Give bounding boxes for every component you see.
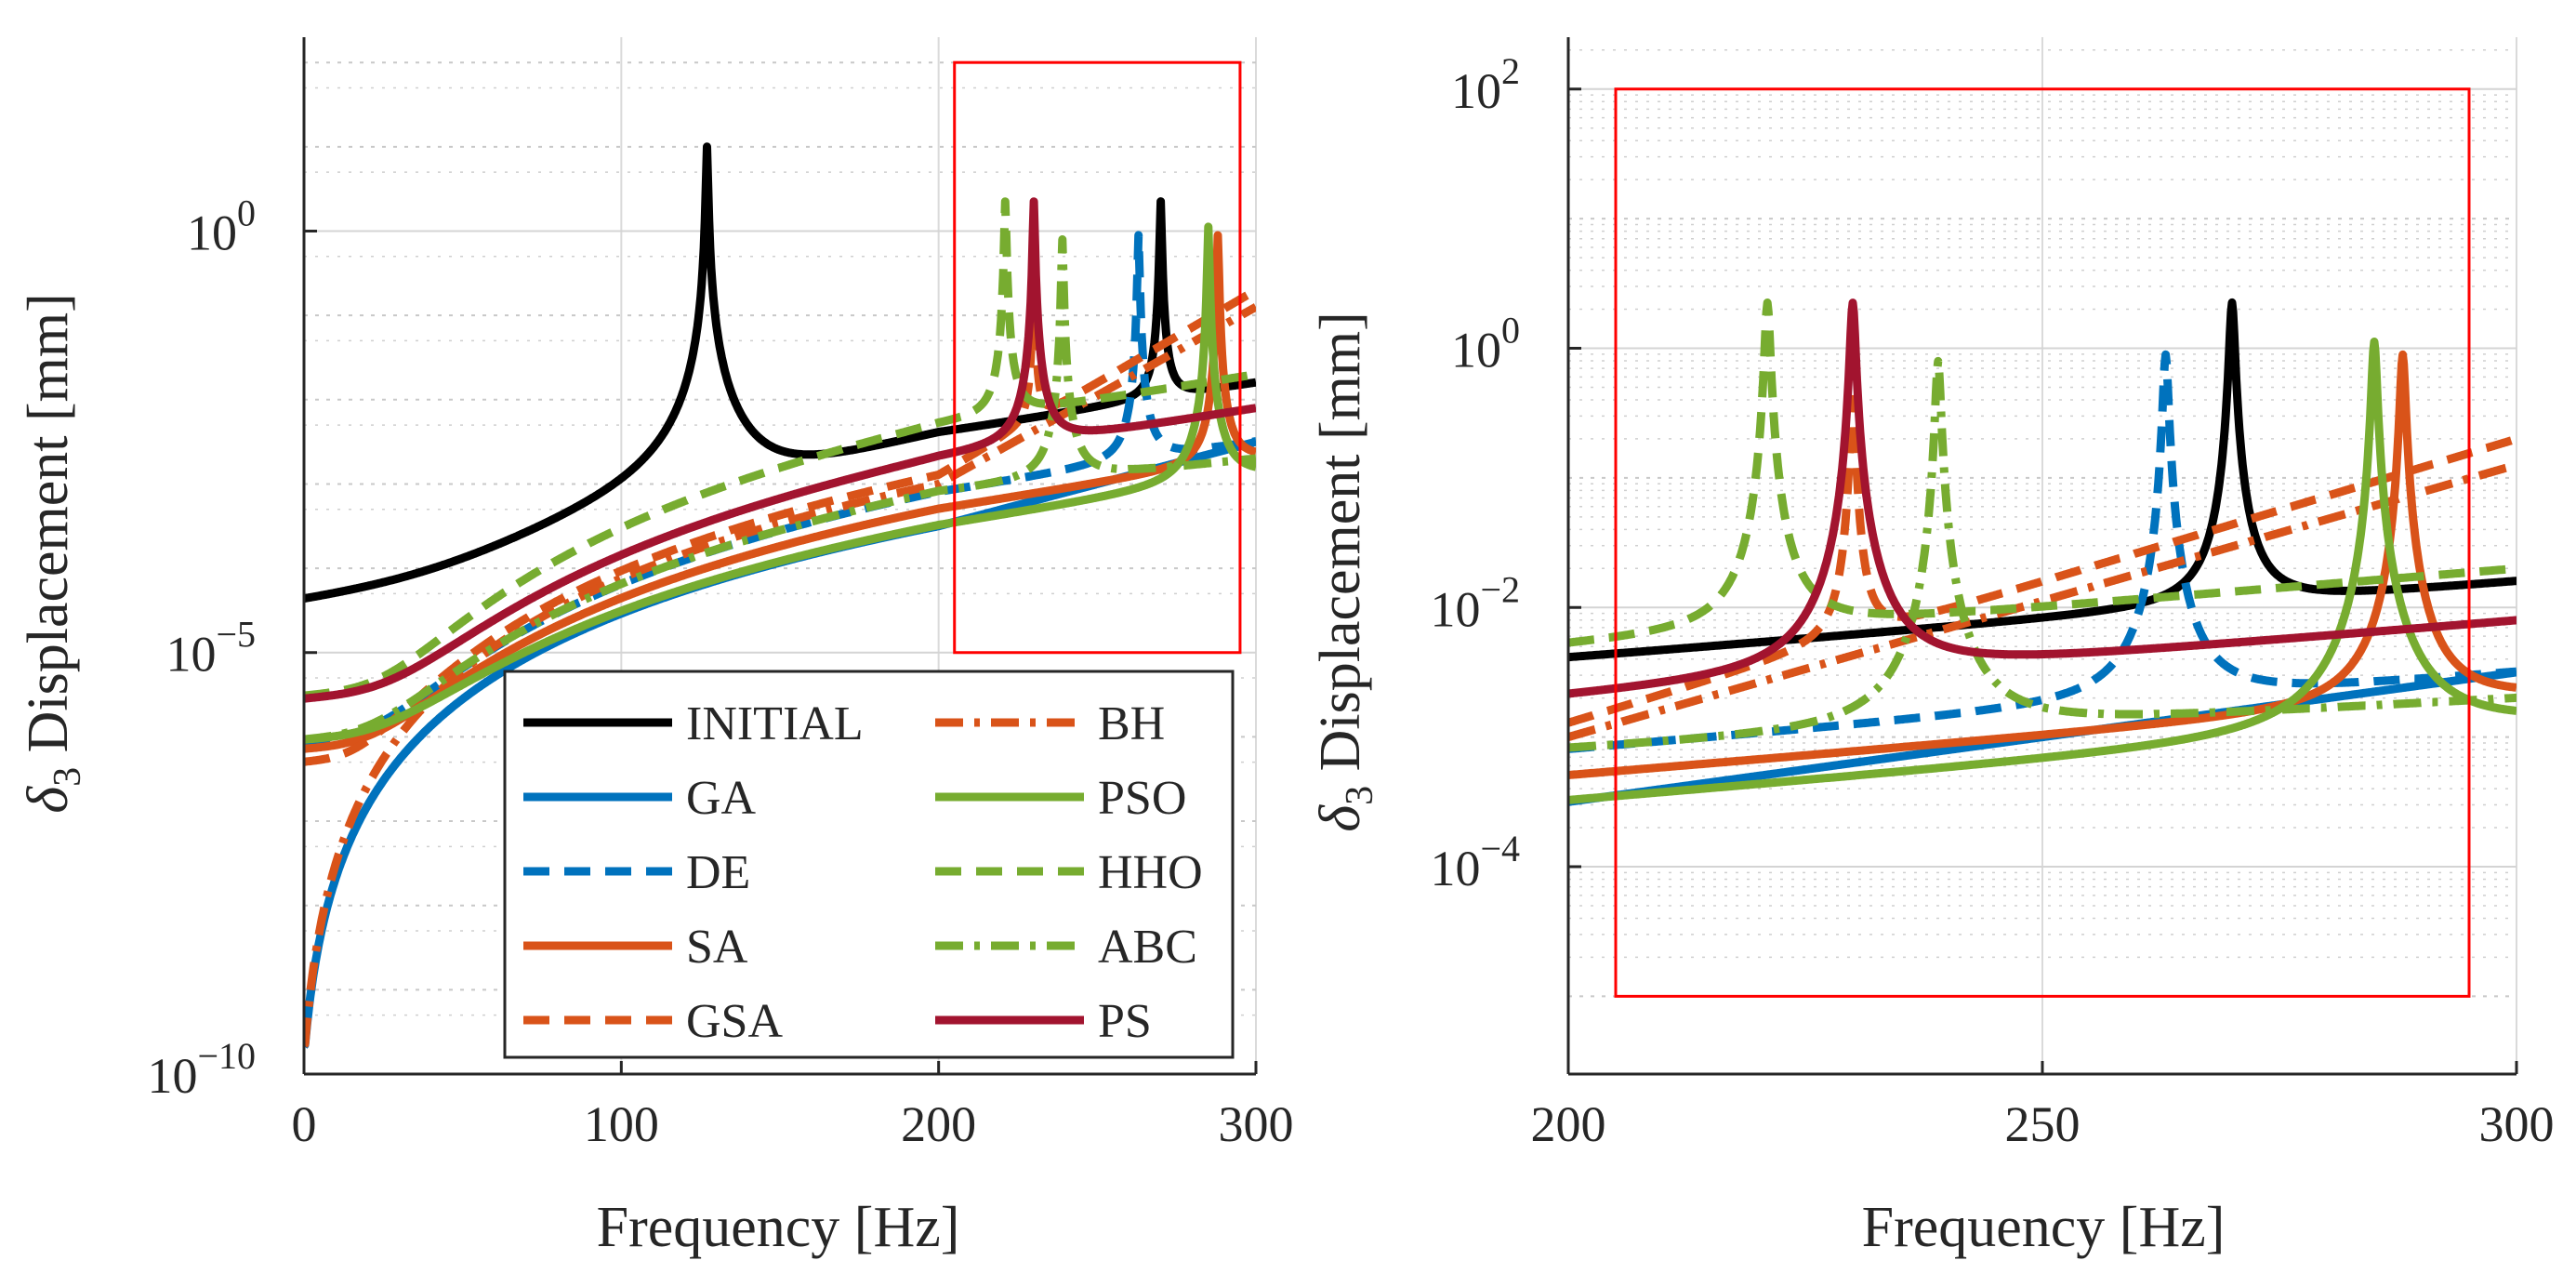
legend-item-pso: PSO xyxy=(935,772,1186,825)
right-x-axis-label: Frequency [Hz] xyxy=(1862,1196,2226,1259)
legend-item-hho: HHO xyxy=(935,846,1203,899)
legend-box xyxy=(503,670,1235,1059)
series-line-abc xyxy=(304,235,1256,744)
y-tick-label: 102 xyxy=(1451,50,1520,119)
y-tick-label: 10−2 xyxy=(1430,568,1520,637)
legend-item-bh: BH xyxy=(935,697,1165,750)
series-line-sa xyxy=(304,231,1256,753)
series-line-gsa xyxy=(1568,394,2517,727)
legend-item-ga: GA xyxy=(523,772,757,825)
legend-item-sa: SA xyxy=(523,921,748,974)
left-x-axis-label: Frequency [Hz] xyxy=(597,1196,960,1259)
x-tick-label: 0 xyxy=(292,1096,317,1152)
legend-label: HHO xyxy=(1098,846,1203,899)
legend-item-gsa: GSA xyxy=(523,995,783,1048)
y-tick-label: 100 xyxy=(1451,310,1520,378)
series-line-initial xyxy=(1568,298,2517,662)
left-y-axis-label: δ3 Displacement [mm] xyxy=(17,293,89,813)
right-ticks: 200 250 300 102 100 10−2 10−4 xyxy=(1430,50,2554,1152)
series-line-pso xyxy=(304,222,1256,744)
series-line-de xyxy=(1568,350,2517,753)
series-line-hho xyxy=(304,197,1256,700)
legend-item-initial: INITIAL xyxy=(523,697,864,750)
left-chart: 0 100 200 300 100 10−5 10−10 Frequency [Hz] δ3… xyxy=(17,37,1294,1259)
right-grid xyxy=(1567,37,2517,1074)
x-tick-label: 100 xyxy=(584,1096,659,1152)
right-series-group xyxy=(1568,298,2517,806)
series-line-gsa xyxy=(304,259,1256,766)
y-tick-label: 10−5 xyxy=(165,614,256,683)
x-tick-label: 200 xyxy=(901,1096,976,1152)
legend-item-ps: PS xyxy=(935,995,1152,1048)
legend-label: DE xyxy=(686,846,750,899)
legend-item-de: DE xyxy=(523,846,750,899)
legend: INITIAL GA DE SA GSA BH PSO HHO ABC PS xyxy=(503,670,1235,1059)
x-tick-label: 250 xyxy=(2005,1096,2081,1152)
legend-label: BH xyxy=(1098,697,1165,750)
right-chart: 200 250 300 102 100 10−2 10−4 Frequency [Hz] δ… xyxy=(1309,37,2555,1259)
y-tick-label: 10−10 xyxy=(147,1035,256,1104)
left-ticks: 0 100 200 300 100 10−5 10−10 xyxy=(147,192,1293,1152)
legend-label: ABC xyxy=(1098,921,1197,974)
series-line-ps xyxy=(304,197,1256,703)
x-tick-label: 300 xyxy=(1219,1096,1294,1152)
series-line-sa xyxy=(1568,350,2517,779)
right-zoom-box xyxy=(1614,87,2471,998)
left-axes xyxy=(302,37,1258,1076)
series-line-abc xyxy=(1568,356,2517,752)
x-tick-label: 300 xyxy=(2479,1096,2555,1152)
series-line-ps xyxy=(1568,299,2517,698)
series-line-bh xyxy=(1568,460,2517,741)
legend-label: GSA xyxy=(686,995,783,1048)
legend-label: GA xyxy=(686,772,757,825)
legend-item-abc: ABC xyxy=(935,921,1197,974)
legend-label: SA xyxy=(686,921,748,974)
left-series-group xyxy=(304,142,1256,1050)
series-line-bh xyxy=(304,303,1256,1049)
series-line-pso xyxy=(1568,338,2517,804)
left-zoom-box xyxy=(953,60,1242,655)
right-y-axis-label: δ3 Displacement [mm] xyxy=(1309,312,1381,831)
legend-label: INITIAL xyxy=(686,697,864,750)
right-axes xyxy=(1566,37,2518,1076)
x-tick-label: 200 xyxy=(1531,1096,1606,1152)
y-tick-label: 10−4 xyxy=(1430,828,1520,896)
legend-label: PS xyxy=(1098,995,1152,1048)
legend-label: PSO xyxy=(1098,772,1186,825)
series-line-initial xyxy=(304,142,1256,603)
series-line-hho xyxy=(1568,299,2517,647)
y-tick-label: 100 xyxy=(187,192,256,260)
